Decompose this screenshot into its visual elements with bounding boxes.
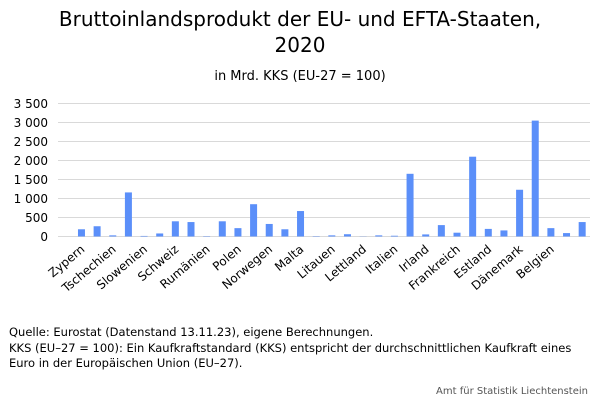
- y-tick-label: 500: [25, 211, 48, 225]
- x-axis-ticks: ZypernTschechienSlowenienSchweizRumänien…: [46, 242, 557, 296]
- x-tick-label: Italien: [363, 242, 401, 277]
- bar: [297, 211, 305, 237]
- bar: [156, 233, 164, 237]
- bar: [328, 235, 336, 237]
- chart-subtitle: in Mrd. KKS (EU-27 = 100): [214, 69, 386, 84]
- credit: Amt für Statistik Liechtenstein: [436, 386, 588, 397]
- bar: [234, 228, 242, 237]
- bar: [171, 221, 179, 237]
- bar: [406, 173, 414, 237]
- bar: [531, 120, 539, 237]
- bar-chart: 0 500 1 000 1 500 2 000 2 500 3 000 3 500 Zyper…: [14, 97, 590, 296]
- bar: [437, 225, 445, 237]
- y-tick-label: 1 000: [14, 192, 48, 206]
- y-tick-label: 3 000: [14, 116, 48, 130]
- grid-layer: [58, 103, 590, 237]
- bar: [265, 223, 273, 237]
- chart-title: Bruttoinlandsprodukt der EU- und EFTA-St…: [0, 6, 600, 58]
- bar: [453, 232, 461, 237]
- bar: [469, 156, 477, 237]
- y-tick-label: 3 500: [14, 97, 48, 111]
- bar: [77, 229, 85, 237]
- bar: [218, 221, 226, 237]
- bar: [281, 229, 289, 237]
- y-tick-label: 2 500: [14, 135, 48, 149]
- footnote-kks-2: Euro in der Europäischen Union (EU–27).: [9, 356, 243, 370]
- y-axis-ticks: 0 500 1 000 1 500 2 000 2 500 3 000 3 500: [14, 97, 48, 244]
- y-tick-label: 1 500: [14, 173, 48, 187]
- bar: [187, 222, 195, 237]
- bar: [93, 226, 101, 237]
- bar: [578, 222, 586, 237]
- bar: [500, 230, 508, 237]
- bar: [124, 192, 132, 237]
- bar: [390, 235, 398, 237]
- footnote-source: Quelle: Eurostat (Datenstand 13.11.23), …: [9, 325, 374, 339]
- bar: [140, 235, 148, 237]
- bar: [343, 234, 351, 237]
- bar: [563, 233, 571, 237]
- footnote-kks-1: KKS (EU–27 = 100): Ein Kaufkraftstandard…: [9, 340, 572, 355]
- bars: [77, 120, 586, 237]
- bar: [250, 204, 258, 237]
- chart-title-line1: Bruttoinlandsprodukt der EU- und EFTA-St…: [58, 7, 542, 31]
- footnote: Quelle: Eurostat (Datenstand 13.11.23), …: [9, 325, 571, 372]
- y-tick-label: 2 000: [14, 154, 48, 168]
- y-tick-label: 0: [40, 230, 48, 244]
- bar: [375, 235, 383, 237]
- bar: [484, 228, 492, 237]
- bar: [516, 189, 524, 237]
- bar: [547, 228, 555, 237]
- chart-title-line2: 2020: [274, 33, 326, 57]
- bar: [422, 234, 430, 237]
- bar: [109, 235, 117, 237]
